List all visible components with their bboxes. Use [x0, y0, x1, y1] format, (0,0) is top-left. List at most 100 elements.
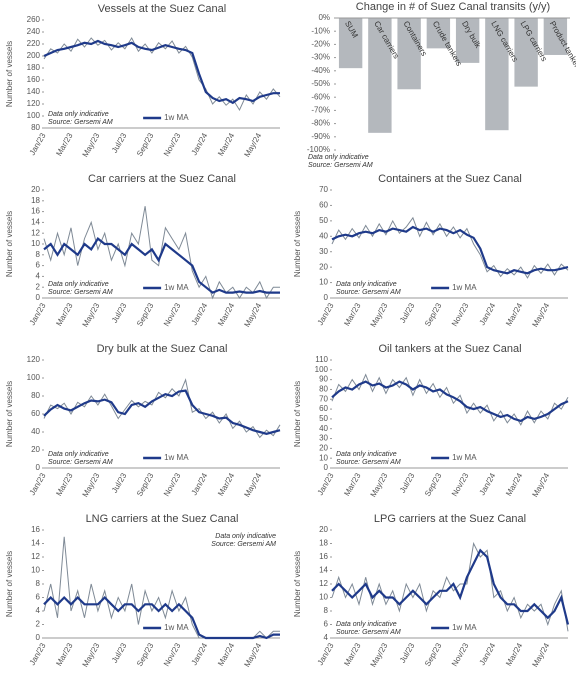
bar: [426, 18, 451, 49]
x-tick-label: May/24: [242, 641, 263, 669]
y-tick-label: 240: [27, 27, 41, 36]
y-tick-label: 200: [27, 51, 41, 60]
x-tick-label: Mar/23: [54, 301, 75, 328]
y-tick-label: -20%: [311, 40, 330, 49]
x-tick-label: Nov/23: [162, 641, 183, 668]
note: Data only indicative: [48, 451, 109, 458]
y-tick-label: -80%: [311, 119, 330, 128]
note: Data only indicative: [308, 154, 369, 161]
y-tick-label: 80: [31, 391, 40, 400]
bar: [543, 18, 568, 55]
x-tick-label: May/23: [81, 131, 102, 159]
y-tick-label: -30%: [311, 53, 330, 62]
y-tick-label: 70: [319, 185, 328, 194]
x-tick-label: Jan/23: [316, 471, 336, 497]
x-tick-label: May/24: [242, 301, 263, 329]
x-tick-label: May/24: [242, 131, 263, 159]
daily-line: [331, 216, 569, 279]
y-tick-label: 4: [36, 272, 41, 281]
chart-title: Change in # of Suez Canal transits (y/y): [356, 1, 550, 13]
chart-title: Car carriers at the Suez Canal: [88, 173, 236, 185]
ma-line: [43, 595, 280, 640]
x-tick-label: Jul/23: [110, 471, 129, 494]
y-tick-label: 0: [324, 463, 329, 472]
x-tick-label: Sep/23: [423, 301, 444, 328]
x-tick-label: May/23: [81, 301, 102, 329]
y-tick-label: 8: [36, 579, 41, 588]
y-axis-label: Number of vessels: [293, 381, 302, 447]
y-tick-label: 18: [31, 196, 40, 205]
x-tick-label: Jan/23: [316, 301, 336, 327]
x-tick-label: Nov/23: [162, 131, 183, 158]
x-tick-label: Jan/23: [28, 641, 48, 667]
x-tick-label: Jul/23: [398, 471, 417, 494]
x-tick-label: Mar/23: [54, 471, 75, 498]
y-tick-label: 2: [36, 282, 41, 291]
note: Source: Gersemi AM: [336, 459, 401, 466]
x-tick-label: May/24: [530, 301, 551, 329]
x-tick-label: Sep/23: [423, 471, 444, 498]
x-tick-label: Mar/24: [216, 131, 237, 158]
daily-line: [43, 206, 280, 300]
y-axis-label: Number of vessels: [5, 381, 14, 447]
note: Source: Gersemi AM: [48, 289, 113, 296]
y-tick-label: 100: [315, 365, 329, 374]
legend-label: 1w MA: [164, 453, 189, 462]
note: Data only indicative: [48, 281, 109, 288]
x-tick-label: Nov/23: [450, 641, 471, 668]
y-tick-label: 90: [319, 375, 328, 384]
note: Data only indicative: [336, 621, 397, 628]
y-tick-label: 14: [31, 218, 40, 227]
legend-label: 1w MA: [452, 623, 477, 632]
note: Data only indicative: [48, 111, 109, 118]
x-tick-label: Jul/23: [398, 641, 417, 664]
y-tick-label: 80: [31, 123, 40, 132]
legend-label: 1w MA: [164, 623, 189, 632]
bar: [514, 18, 538, 87]
y-tick-label: -60%: [311, 92, 330, 101]
y-tick-label: 10: [319, 278, 328, 287]
y-tick-label: 10: [319, 453, 328, 462]
y-tick-label: 60: [319, 404, 328, 413]
legend-label: 1w MA: [164, 283, 189, 292]
y-tick-label: 10: [31, 566, 40, 575]
y-tick-label: 14: [319, 566, 328, 575]
y-tick-label: 30: [319, 434, 328, 443]
note: Source: Gersemi AM: [48, 459, 113, 466]
x-tick-label: May/23: [369, 641, 390, 669]
ma-line: [43, 39, 280, 105]
x-tick-label: Jan/23: [316, 641, 336, 667]
x-tick-label: Jan/24: [478, 471, 498, 497]
x-tick-label: Mar/24: [504, 471, 525, 498]
chart-title: LNG carriers at the Suez Canal: [86, 513, 239, 525]
x-tick-label: Jan/24: [478, 301, 498, 327]
x-tick-label: Nov/23: [450, 301, 471, 328]
x-tick-label: Nov/23: [162, 301, 183, 328]
bar: [338, 18, 363, 69]
y-tick-label: 70: [319, 394, 328, 403]
y-tick-label: 16: [31, 525, 40, 534]
x-tick-label: Jan/24: [190, 641, 210, 667]
note: Source: Gersemi AM: [336, 629, 401, 636]
y-tick-label: 0: [36, 463, 41, 472]
y-tick-label: 50: [319, 216, 328, 225]
x-tick-label: Jan/24: [190, 471, 210, 497]
y-tick-label: -10%: [311, 26, 330, 35]
x-tick-label: Jul/23: [110, 301, 129, 324]
x-tick-label: Mar/24: [216, 471, 237, 498]
legend-label: 1w MA: [164, 113, 189, 122]
ma-line: [331, 380, 569, 423]
x-tick-label: Jan/23: [28, 301, 48, 327]
y-tick-label: -70%: [311, 106, 330, 115]
y-tick-label: 40: [31, 427, 40, 436]
note: Data only indicative: [215, 533, 276, 540]
y-axis-label: Number of vessels: [5, 41, 14, 107]
y-tick-label: 40: [319, 424, 328, 433]
y-tick-label: 20: [31, 185, 40, 194]
y-tick-label: 40: [319, 231, 328, 240]
ma-line: [43, 389, 281, 435]
note: Source: Gersemi AM: [211, 541, 276, 548]
y-tick-label: -90%: [311, 132, 330, 141]
y-tick-label: 120: [27, 99, 41, 108]
note: Source: Gersemi AM: [308, 162, 373, 169]
